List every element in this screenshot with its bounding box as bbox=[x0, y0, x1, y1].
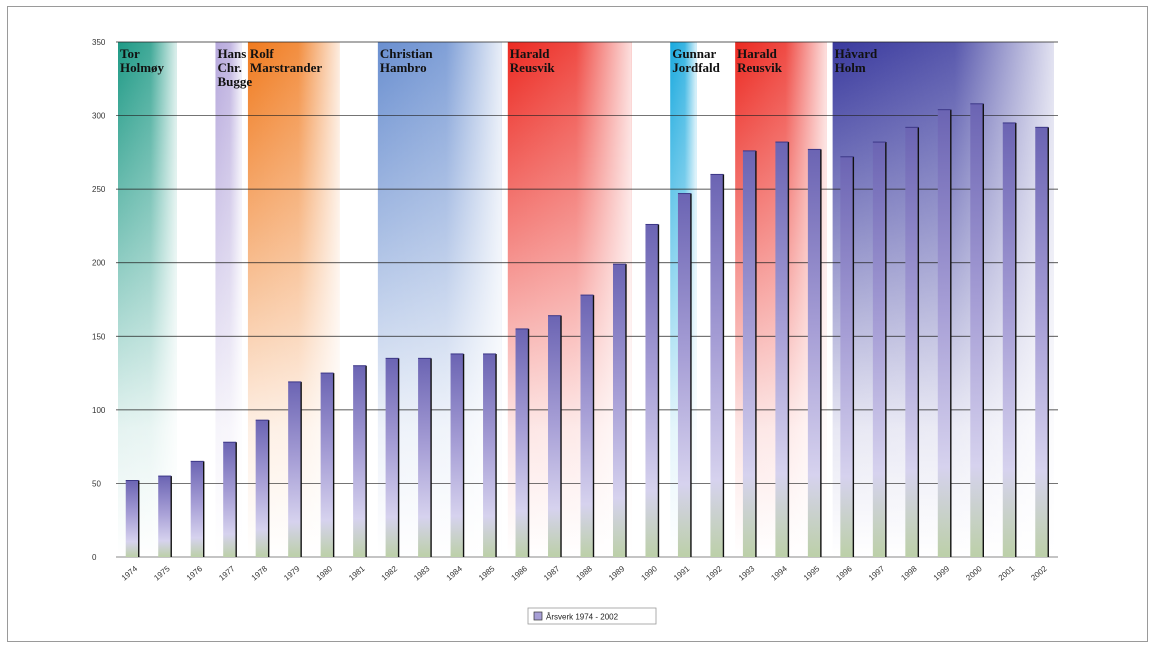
era-label-6-0: Harald bbox=[737, 46, 777, 61]
bar-2001 bbox=[1002, 122, 1016, 557]
x-tick-label: 1983 bbox=[412, 564, 432, 583]
bars bbox=[125, 103, 1049, 558]
x-tick-label: 1995 bbox=[802, 564, 822, 583]
era-label-5-0: Gunnar bbox=[672, 46, 716, 61]
bar-1995 bbox=[807, 149, 821, 557]
x-tick-label: 1993 bbox=[737, 564, 757, 583]
x-tick-label: 1996 bbox=[834, 564, 854, 583]
x-tick-label: 1986 bbox=[510, 564, 530, 583]
bar-1992 bbox=[710, 174, 724, 557]
x-tick-label: 1989 bbox=[607, 564, 627, 583]
y-tick-label: 100 bbox=[92, 406, 106, 415]
era-label-7-1: Holm bbox=[835, 60, 866, 75]
bar-1975 bbox=[158, 476, 172, 557]
bar-1989 bbox=[612, 264, 626, 557]
era-label-1-2: Bugge bbox=[217, 74, 252, 89]
x-tick-label: 1994 bbox=[769, 564, 789, 583]
era-label-2-1: Marstrander bbox=[250, 60, 322, 75]
y-tick-label: 0 bbox=[92, 553, 97, 562]
bar-2002 bbox=[1035, 127, 1049, 557]
era-label-2-0: Rolf bbox=[250, 46, 275, 61]
x-tick-label: 2002 bbox=[1029, 564, 1049, 583]
bar-1997 bbox=[872, 142, 886, 558]
x-tick-label: 1990 bbox=[639, 564, 659, 583]
x-tick-label: 1975 bbox=[152, 564, 172, 583]
x-tick-label: 1984 bbox=[445, 564, 465, 583]
x-tick-label: 1979 bbox=[282, 564, 302, 583]
era-label-3-0: Christian bbox=[380, 46, 434, 61]
bar-1982 bbox=[385, 358, 399, 557]
x-tick-label: 2001 bbox=[997, 564, 1017, 583]
y-tick-label: 150 bbox=[92, 332, 106, 341]
legend: Årsverk 1974 - 2002 bbox=[527, 607, 657, 625]
bar-1987 bbox=[548, 315, 562, 557]
x-tick-label: 1976 bbox=[185, 564, 205, 583]
era-label-0-1: Holmøy bbox=[120, 60, 165, 75]
x-tick-label: 1987 bbox=[542, 564, 562, 583]
era-label-1-1: Chr. bbox=[217, 60, 241, 75]
era-label-1-0: Hans bbox=[217, 46, 246, 61]
x-tick-label: 1974 bbox=[120, 564, 140, 583]
bar-1984 bbox=[450, 353, 464, 557]
bar-1994 bbox=[775, 142, 789, 558]
bar-1976 bbox=[190, 461, 204, 557]
bar-1979 bbox=[288, 381, 302, 557]
bar-1986 bbox=[515, 328, 529, 557]
bar-1990 bbox=[645, 224, 659, 557]
era-label-6-1: Reusvik bbox=[737, 60, 783, 75]
era-label-4-0: Harald bbox=[510, 46, 550, 61]
bar-1980 bbox=[320, 373, 334, 557]
x-tick-label: 1978 bbox=[250, 564, 270, 583]
bar-1981 bbox=[353, 365, 367, 557]
bar-1978 bbox=[255, 420, 269, 557]
x-tick-label: 1988 bbox=[575, 564, 595, 583]
era-label-5-1: Jordfald bbox=[672, 60, 720, 75]
chart-frame: 0 50 100 150 200 250 300 350 1974 1975 1976 1977 197… bbox=[7, 6, 1148, 642]
bar-1985 bbox=[483, 353, 497, 557]
legend-box bbox=[527, 607, 657, 625]
bar-1974 bbox=[125, 480, 139, 557]
era-label-3-1: Hambro bbox=[380, 60, 427, 75]
era-label-7-0: Håvard bbox=[835, 46, 878, 61]
x-tick-label: 1991 bbox=[672, 564, 692, 583]
x-tick-label: 1977 bbox=[217, 564, 237, 583]
x-tick-label: 1982 bbox=[380, 564, 400, 583]
bar-1993 bbox=[742, 150, 756, 557]
x-tick-label: 1992 bbox=[704, 564, 724, 583]
x-tick-label: 2000 bbox=[964, 564, 984, 583]
x-tick-label: 1980 bbox=[315, 564, 335, 583]
legend-swatch bbox=[533, 611, 543, 621]
bar-2000 bbox=[970, 103, 984, 558]
bar-1977 bbox=[223, 442, 237, 557]
era-label-4-1: Reusvik bbox=[510, 60, 556, 75]
bar-1991 bbox=[677, 193, 691, 558]
legend-label: Årsverk 1974 - 2002 bbox=[546, 613, 619, 622]
bar-1983 bbox=[418, 358, 432, 557]
y-tick-label: 200 bbox=[92, 259, 106, 268]
x-tick-label: 1985 bbox=[477, 564, 497, 583]
x-tick-label: 1981 bbox=[347, 564, 367, 583]
y-tick-label: 300 bbox=[92, 112, 106, 121]
x-tick-label: 1999 bbox=[932, 564, 952, 583]
y-tick-label: 50 bbox=[92, 479, 101, 488]
era-label-0-0: Tor bbox=[120, 46, 140, 61]
y-tick-label: 250 bbox=[92, 185, 106, 194]
bar-1998 bbox=[905, 127, 919, 557]
bar-1996 bbox=[840, 156, 854, 557]
bar-1988 bbox=[580, 295, 594, 557]
y-tick-label: 350 bbox=[92, 38, 106, 47]
bar-chart: 0 50 100 150 200 250 300 350 1974 1975 1976 1977 197… bbox=[92, 38, 1058, 625]
bar-1999 bbox=[937, 109, 951, 557]
x-tick-label: 1997 bbox=[867, 564, 887, 583]
x-tick-label: 1998 bbox=[899, 564, 919, 583]
